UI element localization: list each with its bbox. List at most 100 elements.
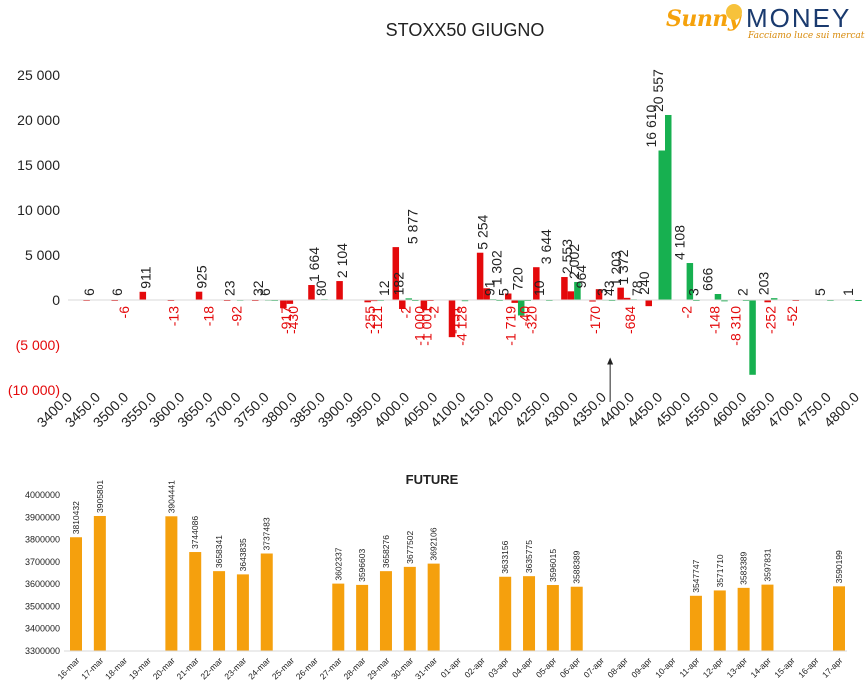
data-label: 3547747 [691,559,701,592]
bar [399,300,406,309]
data-label: 240 [636,271,652,295]
bar [689,595,702,651]
data-label: 3597831 [762,548,772,581]
x-tick-label: 04-apr [510,655,535,680]
data-label: 2 553 [559,239,575,274]
bar [189,552,202,651]
data-label: 20 557 [650,69,666,112]
data-label: 3810432 [71,501,81,534]
data-label: 3744086 [190,516,200,549]
bar [770,298,778,300]
bar [546,585,559,651]
bar [280,300,287,309]
y-tick-label: 3600000 [25,579,60,589]
bar [461,300,469,302]
data-label: -684 [622,306,638,334]
bar [405,298,413,300]
data-label: 16 610 [643,104,659,147]
x-tick-label: 14-apr [748,655,773,680]
data-label: 6 [257,288,273,296]
data-label: 3905801 [95,480,105,513]
x-tick-label: 15-apr [772,655,797,680]
data-label: -252 [763,306,779,334]
bar [236,574,249,651]
x-tick-label: 29-mar [365,655,391,681]
data-label: -13 [165,306,181,326]
bar [623,297,631,300]
bar [504,293,512,300]
data-label: -1 719 [503,306,519,346]
bar [595,289,603,300]
x-tick-label: 17-apr [820,655,845,680]
x-tick-label: 20-mar [151,655,177,681]
data-label: -1 000 [411,306,427,346]
data-label: -18 [201,306,217,326]
x-tick-label: 11-apr [677,655,701,679]
y-tick-label: 0 [52,292,60,308]
y-tick-label: 3400000 [25,624,60,634]
x-tick-label: 19-mar [127,655,153,681]
bar [420,300,428,310]
data-label: 5 [496,288,512,296]
bar [370,300,378,302]
x-tick-label: 17-mar [79,655,105,681]
x-tick-label: 30-mar [389,655,415,681]
data-label: 3643835 [238,538,248,571]
sun-icon [726,4,742,20]
bar [336,281,343,300]
bar [764,300,771,303]
bar [713,590,726,651]
bar [645,300,652,307]
data-label: 3658341 [214,535,224,568]
data-label: 78 [629,280,645,296]
data-label: 10 [531,280,547,296]
bar [260,553,273,651]
data-label: 3 [685,288,701,296]
x-tick-label: 31-mar [413,655,439,681]
y-tick-label: 3900000 [25,512,60,522]
data-label: -917 [278,306,294,334]
bar [567,291,575,300]
data-label: 2 104 [334,243,350,278]
data-label: 720 [510,267,526,291]
y-tick-label: (10 000) [8,382,60,398]
x-tick-label: 16-mar [55,655,81,681]
bar [403,566,416,651]
data-label: -430 [285,306,301,334]
y-tick-label: 5 000 [25,247,60,263]
x-tick-label: 22-mar [198,655,224,681]
bar [332,583,345,651]
x-tick-label: 25-mar [270,655,296,681]
x-tick-label: 03-apr [486,655,511,680]
bar [213,571,226,651]
x-tick-label: 16-apr [796,655,821,680]
x-tick-label: 27-mar [318,655,344,681]
bar [517,300,525,316]
data-label: 3596015 [548,549,558,582]
data-label: 3677502 [405,531,415,564]
x-tick-label: 18-mar [103,655,129,681]
data-label: 3571710 [715,554,725,587]
bar [476,252,484,300]
bar [511,300,518,303]
data-label: 91 [482,280,498,296]
y-tick-label: 3500000 [25,601,60,611]
bar [574,281,581,300]
data-label: 3737483 [262,517,272,550]
data-label: -131 [447,306,463,334]
bar [658,150,665,300]
data-label: 3658276 [381,535,391,568]
data-label: -2 [397,306,413,319]
x-tick-label: 21-mar [175,655,201,681]
data-label: 1 203 [608,251,624,286]
x-tick-label: 06-apr [558,655,583,680]
data-label: 3633156 [500,540,510,573]
data-label: 3 [594,288,610,296]
data-label: 3588389 [572,550,582,583]
data-label: 3904441 [166,480,176,513]
data-label: 6 [109,288,125,296]
data-label: 3 644 [538,229,554,264]
bar [617,287,624,300]
data-label: 4 108 [671,225,687,260]
data-label: -1 001 [418,306,434,346]
